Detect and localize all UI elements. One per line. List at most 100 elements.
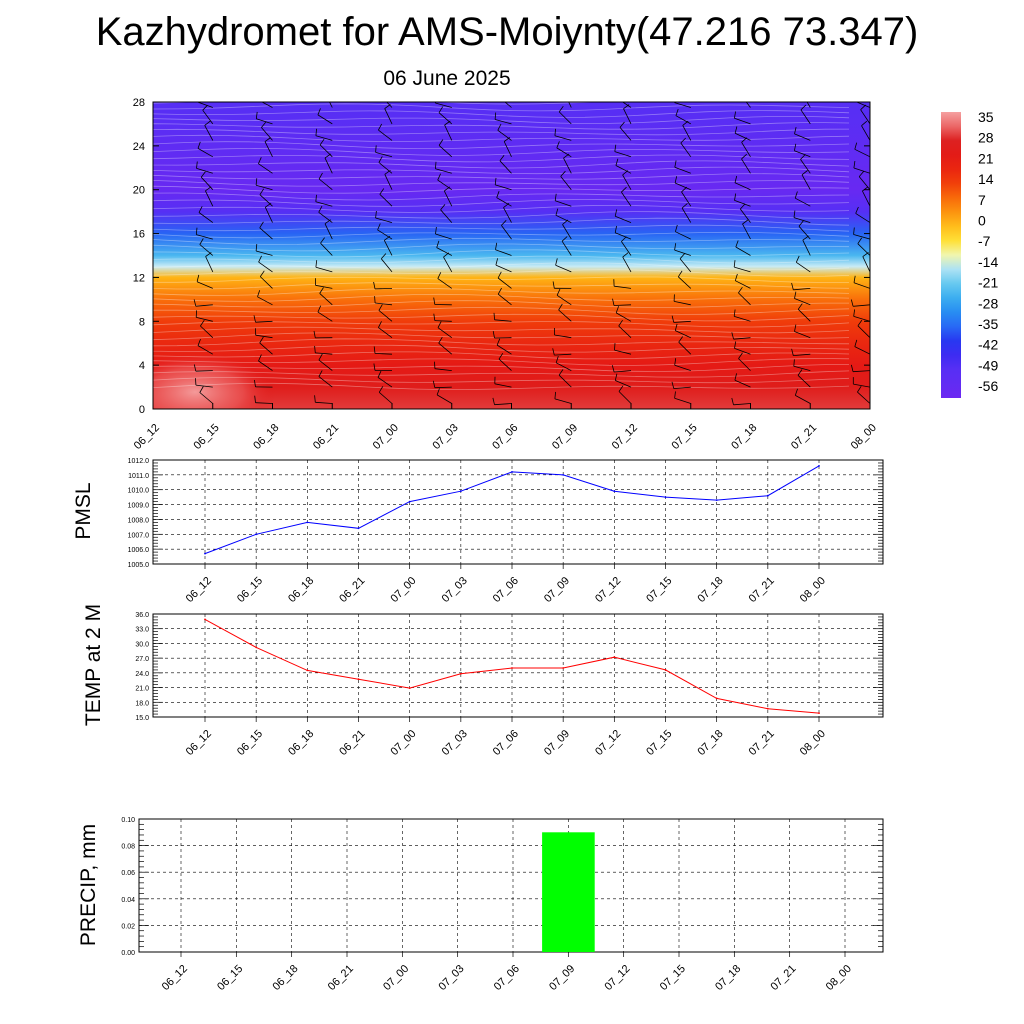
wind-barb [853,316,870,322]
wind-barb [383,240,393,256]
wind-barb [853,234,870,240]
wind-barb [614,151,632,158]
isotherm-line [153,382,850,391]
wind-barb [200,176,214,190]
x-tick-label: 07_18 [695,575,725,605]
wind-barb [200,325,214,338]
x-tick-label: 08_00 [798,728,828,758]
wind-barb-feather [671,381,675,389]
wind-barb [374,288,393,290]
wind-barb-feather [318,172,323,180]
wind-barb [673,320,691,323]
y-tick-label: 21.0 [135,686,149,693]
wind-barb [501,225,512,240]
wind-barb [317,114,333,125]
wind-barb-feather [199,238,204,245]
wind-barb [195,370,213,372]
cross-section-panel: 0 4 8 12 16 20 24 28 06_12 06_15 06_18 06_21 07_00 07… [132,88,879,452]
wind-barb-feather [317,108,321,116]
wind-barb-feather [257,93,259,100]
wind-barb [853,282,870,289]
wind-barb-feather [564,88,570,92]
wind-barb-feather [554,391,556,399]
wind-barb-feather [318,205,323,213]
wind-barb [734,348,751,355]
wind-barb [204,125,214,141]
wind-barb-feather [319,138,325,146]
wind-barb [436,247,452,256]
wind-barb-feather [258,255,262,263]
series-point [613,490,616,493]
wind-barb-feather [493,312,495,320]
series-point [204,552,206,555]
wind-barb-feather [614,343,616,351]
isotherm-line [153,249,850,258]
colorbar-label: 21 [978,150,994,166]
isotherm-line [153,377,850,384]
wind-barb [318,178,333,191]
x-tick-label: 07_03 [440,575,470,605]
wind-barb-feather [854,142,858,150]
wind-barb-feather [802,88,807,93]
x-tick-label: 07_03 [436,963,466,993]
y-tick-label: 12 [133,272,145,284]
wind-barb [558,309,572,322]
isotherm-line [153,147,850,156]
wind-barb-feather [495,242,498,250]
wind-barb [682,125,692,141]
wind-barb [437,327,453,339]
wind-barb-feather [618,385,624,392]
wind-barb [857,391,870,404]
wind-barb [674,102,691,108]
wind-barb [495,264,512,273]
isotherm-line [153,231,850,239]
wind-barb-feather [801,170,808,176]
wind-barb-feather [499,155,505,162]
wind-barb [734,132,751,141]
wind-barb [674,166,691,174]
wind-barb-feather [794,291,797,299]
wind-barb-feather [614,144,617,152]
series-point [664,669,667,671]
wind-barb [854,148,870,158]
wind-barb [318,376,333,388]
wind-barb [435,102,452,108]
wind-barb [675,115,691,125]
wind-barb [197,148,213,158]
wind-barb-feather [800,154,806,160]
isotherm-line [153,351,850,360]
wind-barb-feather [853,275,856,283]
wind-barb-feather [196,274,200,282]
wind-barb [555,214,572,223]
wind-barb [198,212,214,223]
y-tick-label: 1009.0 [128,503,150,510]
x-tick-label: 07_18 [729,422,759,452]
wind-barb [681,207,692,223]
y-tick-label: 1006.0 [128,547,150,554]
wind-barb-feather [497,271,502,279]
x-tick-label: 06_21 [337,728,367,758]
wind-barb-feather [433,313,436,321]
wind-barb [380,258,393,273]
wind-barb-feather [255,244,258,252]
wind-barb [255,184,273,191]
wind-barb-feather [205,186,212,192]
wind-barb-feather [377,370,382,378]
wind-barb [255,250,273,256]
wind-barb-feather [798,220,804,227]
wind-barb-feather [137,293,138,300]
plot-frame [152,459,884,565]
wind-barb-feather [794,191,798,199]
wind-barb [378,310,393,322]
wind-barb-feather [734,193,737,201]
wind-barb-feather [862,186,869,192]
series-point [408,500,411,503]
wind-barb [798,226,811,240]
wind-barb [153,403,154,404]
x-tick-label: 06_18 [286,728,316,758]
wind-barb-feather [200,171,206,178]
wind-barb-feather [853,227,855,235]
y-tick-label: 16 [133,229,145,241]
wind-barb-feather [558,369,564,376]
y-tick-label: 27.0 [135,656,149,663]
